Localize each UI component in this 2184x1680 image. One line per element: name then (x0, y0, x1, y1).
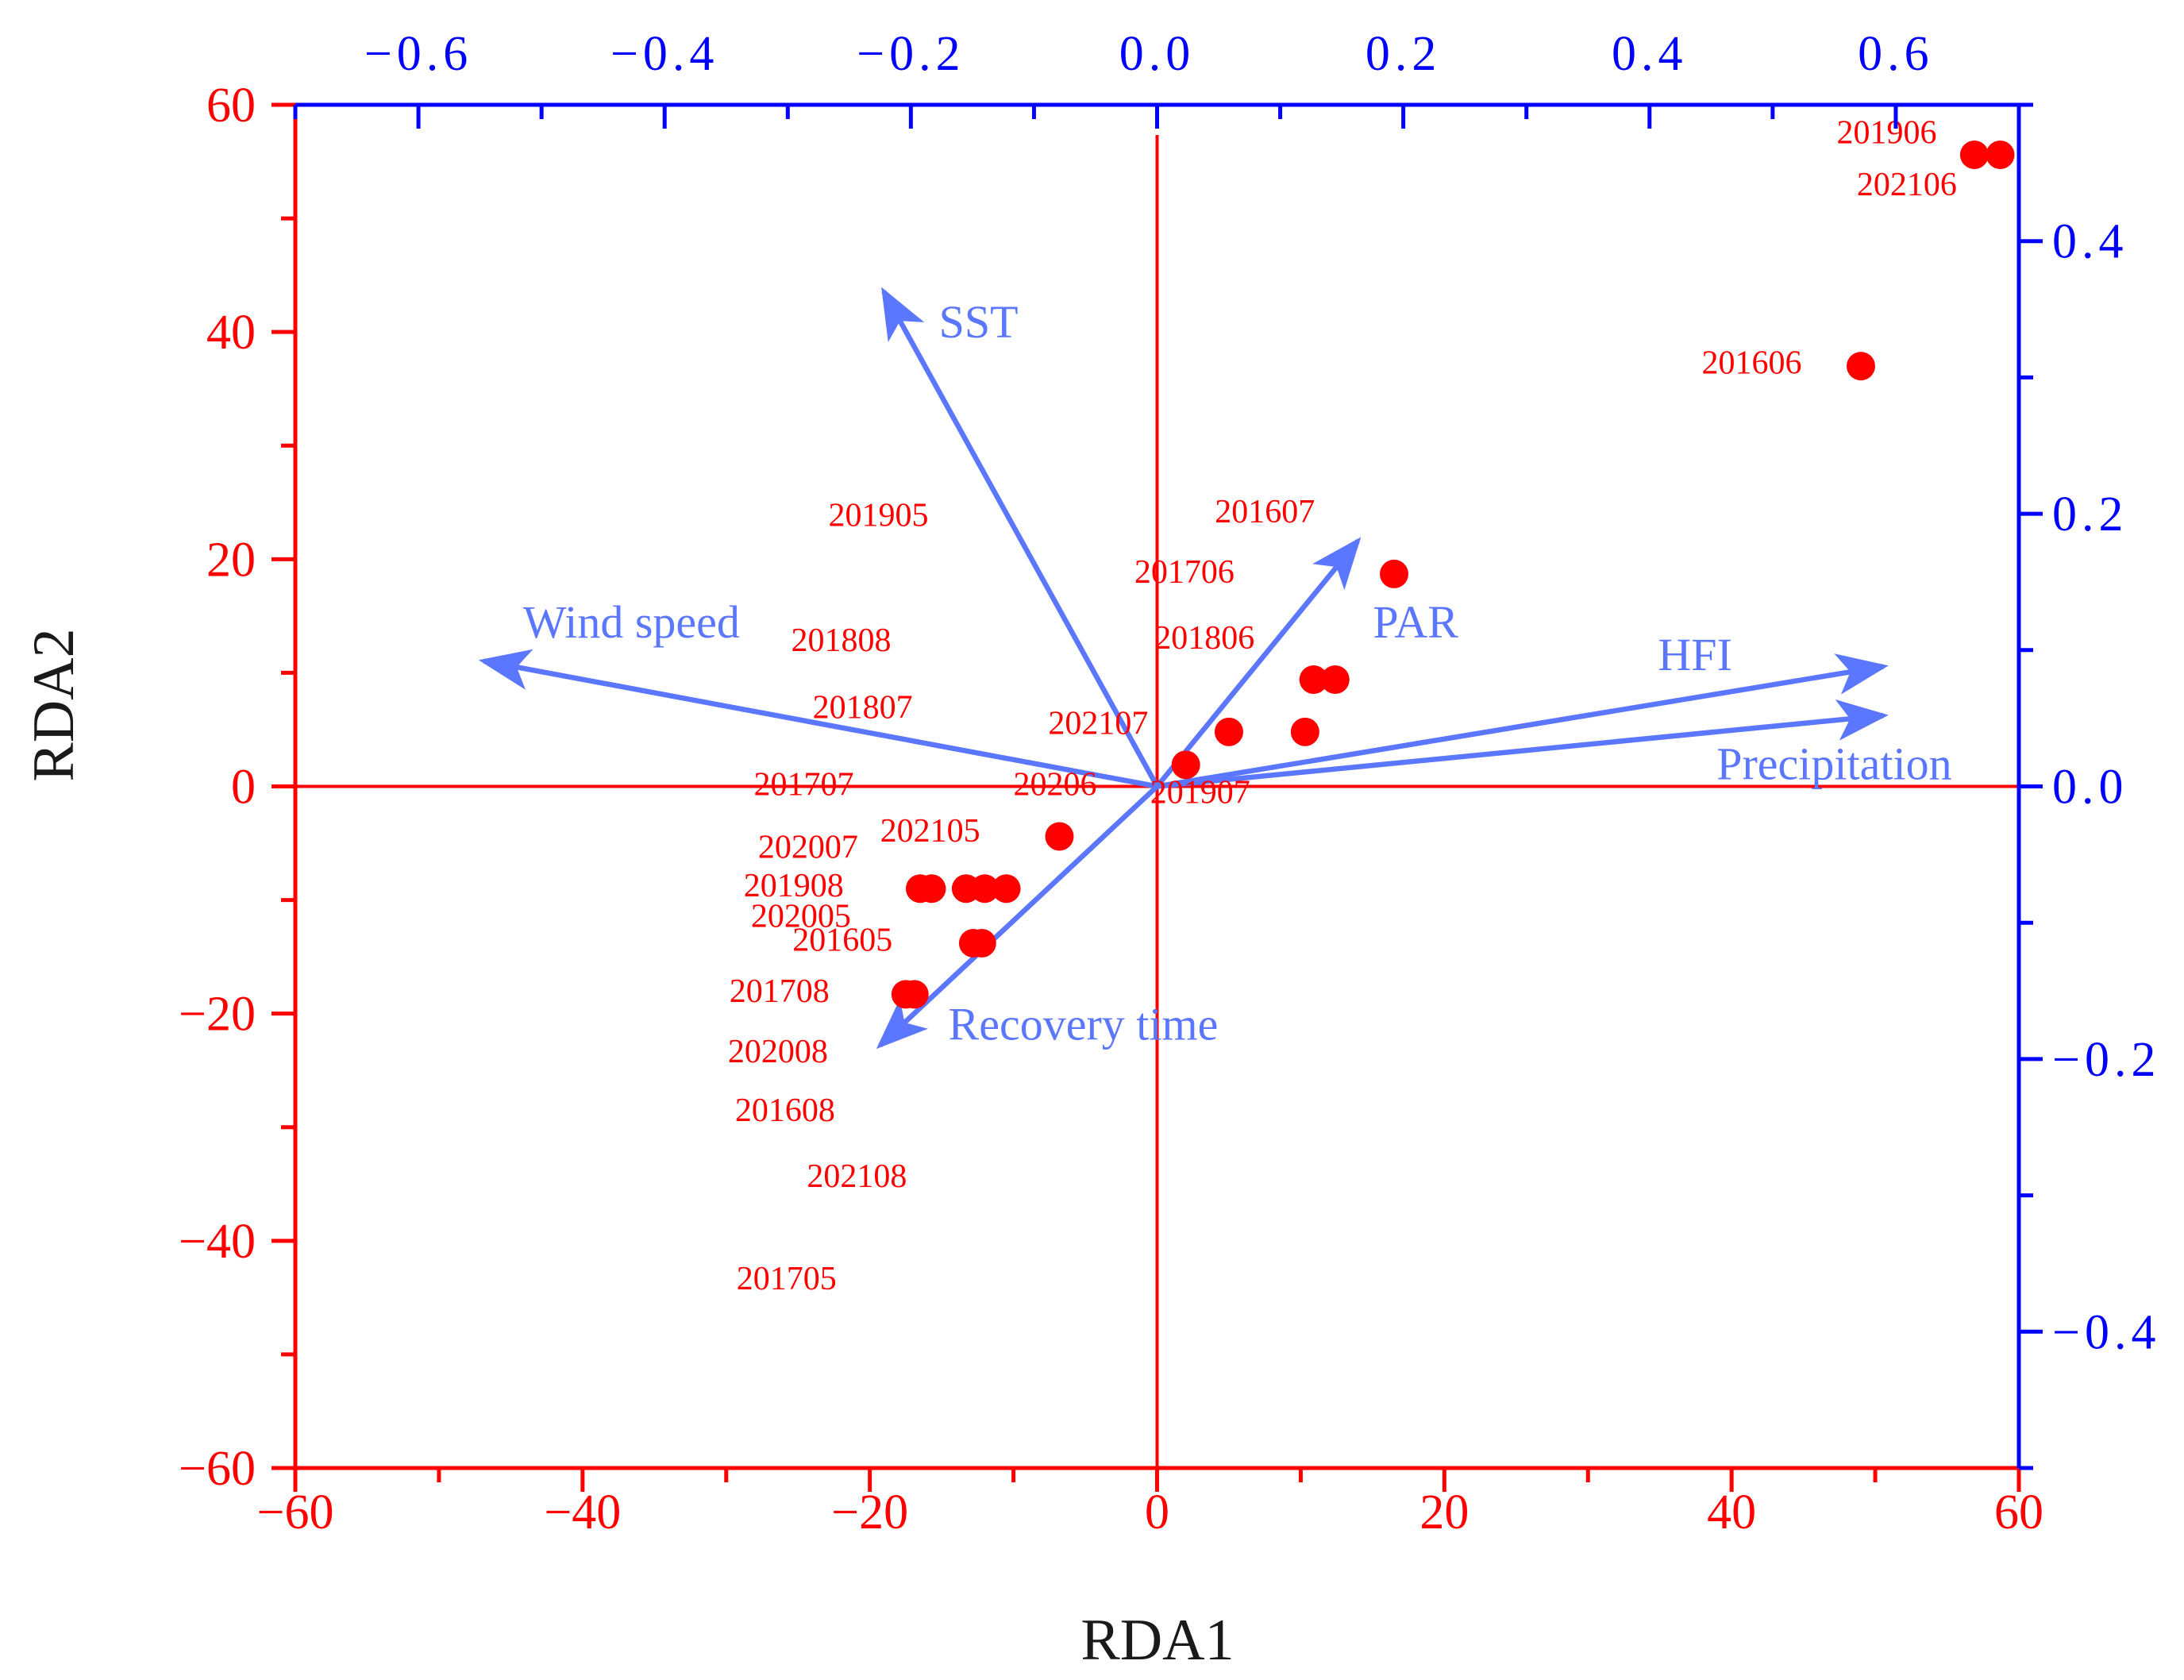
sample-label: 201605 (792, 923, 892, 959)
right-tick-label: −0.4 (2052, 1305, 2160, 1359)
top-tick-label: −0.4 (611, 27, 718, 81)
x-tick-label: 40 (1707, 1485, 1756, 1539)
arrow-labels: SST Wind speed PAR HFI Precipitation Recovery… (523, 296, 1952, 1050)
y-tick-label: 60 (206, 79, 256, 133)
sample-point (1959, 140, 1989, 169)
sample-label: 201905 (829, 497, 929, 534)
top-tick-label: −0.6 (364, 27, 472, 81)
sample-point (1045, 822, 1074, 851)
x-tick-label: 20 (1419, 1485, 1469, 1539)
sample-point (899, 980, 929, 1009)
y-tick-label: −40 (179, 1215, 256, 1269)
sample-label: 201907 (1150, 775, 1250, 811)
arrow-recovery-time (876, 784, 1159, 1050)
sample-label: 202107 (1048, 705, 1148, 742)
right-tick-label: 0.4 (2052, 215, 2128, 269)
arrow-par (1154, 537, 1362, 788)
top-tick-label: 0.0 (1119, 27, 1196, 81)
sample-label: 201708 (730, 973, 830, 1010)
sample-label: 201706 (1134, 554, 1235, 591)
arrow-label-recovery-time: Recovery time (949, 998, 1219, 1050)
sample-point (1214, 717, 1243, 746)
sample-point (1299, 665, 1328, 695)
sample-label: 201607 (1215, 494, 1315, 530)
sample-point (970, 874, 1000, 904)
sample-label: 201808 (791, 622, 891, 659)
sample-point (992, 874, 1021, 904)
arrow-sst (881, 287, 1160, 788)
arrow-wind-speed (478, 649, 1158, 789)
sample-label: 201606 (1701, 345, 1801, 382)
y-tick-label: −60 (179, 1442, 256, 1496)
sample-point (1846, 352, 1875, 381)
sample-point (1171, 750, 1200, 780)
top-tick-label: 0.4 (1612, 27, 1688, 81)
sample-points (891, 140, 2015, 1009)
arrow-hfi (1156, 653, 1889, 789)
sample-label: 202008 (728, 1034, 828, 1070)
environment-arrows (478, 287, 1889, 1050)
sample-point (1320, 665, 1350, 695)
y-axis-title: RDA2 (21, 628, 87, 781)
x-axis-title: RDA1 (1080, 1608, 1234, 1673)
tick-labels: −60 −40 −20 0 20 40 60 60 40 20 0 −20 −40 −60 −0.6 −0.4… (179, 27, 2160, 1539)
sample-labels: 201906 202106 201606 201607 201706 201806 2021… (728, 114, 1957, 1297)
x-tick-label: −40 (544, 1485, 621, 1539)
axes (272, 102, 2043, 1492)
sample-label: 201807 (813, 689, 913, 726)
x-tick-label: −60 (257, 1485, 334, 1539)
top-tick-label: 0.6 (1858, 27, 1934, 81)
arrow-label-par: PAR (1373, 596, 1458, 648)
arrow-label-wind-speed: Wind speed (523, 596, 740, 648)
sample-label: 202007 (758, 829, 858, 865)
sample-label: 201906 (1837, 114, 1937, 151)
sample-point (1986, 140, 2015, 169)
arrow-precipitation (1157, 699, 1889, 789)
sample-label: 202108 (807, 1158, 907, 1195)
sample-label: 201705 (737, 1261, 837, 1297)
right-tick-label: −0.2 (2052, 1033, 2160, 1087)
sample-label: 202105 (880, 813, 980, 850)
sample-label: 201707 (753, 767, 853, 803)
y-tick-label: 20 (206, 533, 256, 587)
right-tick-label: 0.0 (2052, 761, 2128, 815)
sample-label: 202106 (1857, 167, 1957, 203)
arrow-label-sst: SST (939, 296, 1019, 348)
sample-label: 20206 (1014, 767, 1097, 803)
sample-label: 201908 (744, 868, 844, 904)
top-tick-label: −0.2 (857, 27, 965, 81)
sample-point (1290, 717, 1319, 746)
y-tick-label: 40 (206, 306, 256, 360)
arrow-label-hfi: HFI (1658, 629, 1731, 680)
right-tick-label: 0.2 (2052, 487, 2128, 541)
y-tick-label: −20 (179, 988, 256, 1042)
sample-point (1380, 559, 1409, 588)
sample-label: 201806 (1154, 620, 1254, 657)
sample-point (917, 874, 946, 904)
x-tick-label: 60 (1994, 1485, 2043, 1539)
sample-label: 202005 (751, 899, 851, 935)
x-tick-label: −20 (831, 1485, 908, 1539)
arrow-label-precipitation: Precipitation (1716, 738, 1951, 789)
sample-point (967, 928, 996, 958)
y-tick-label: 0 (231, 761, 256, 815)
x-tick-label: 0 (1145, 1485, 1169, 1539)
sample-label: 201608 (735, 1092, 835, 1129)
top-tick-label: 0.2 (1365, 27, 1442, 81)
